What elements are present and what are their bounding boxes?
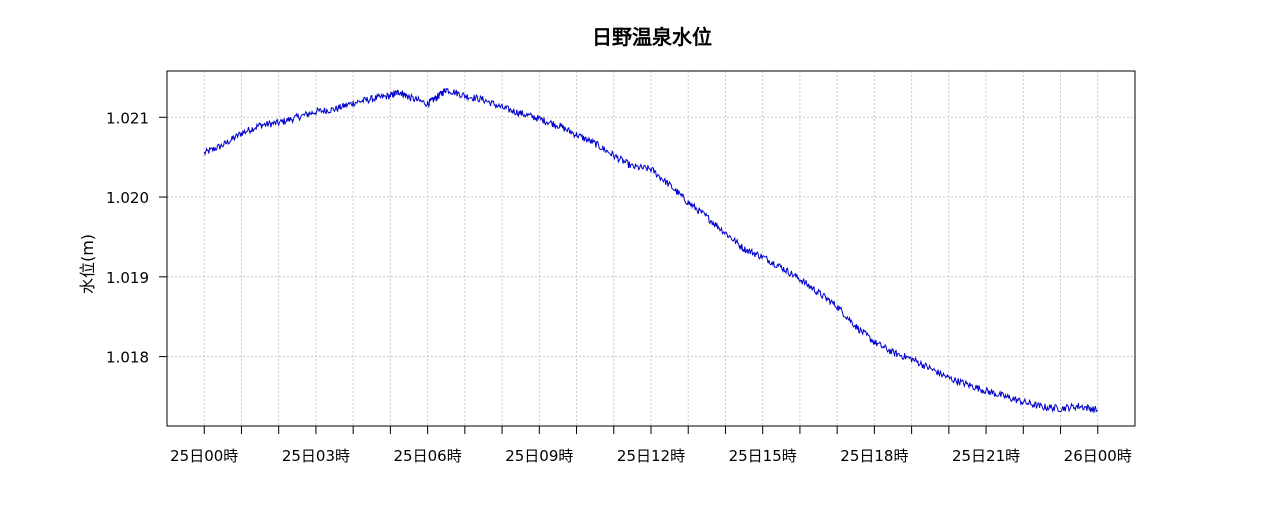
x-tick-label: 25日03時 bbox=[282, 447, 350, 465]
y-tick-label: 1.020 bbox=[106, 189, 149, 207]
x-tick-label: 25日12時 bbox=[617, 447, 685, 465]
series-line bbox=[203, 87, 1098, 414]
y-tick-label: 1.018 bbox=[106, 349, 149, 367]
x-tick-label: 25日09時 bbox=[505, 447, 573, 465]
series-layer bbox=[203, 87, 1098, 414]
grid-layer bbox=[167, 71, 1135, 426]
x-tick-label: 25日18時 bbox=[840, 447, 908, 465]
x-tick-label: 25日15時 bbox=[729, 447, 797, 465]
x-tick-label: 25日06時 bbox=[394, 447, 462, 465]
y-tick-label: 1.019 bbox=[106, 269, 149, 287]
x-tick-label: 25日21時 bbox=[952, 447, 1020, 465]
chart-title: 日野温泉水位 bbox=[592, 25, 712, 49]
y-axis-label: 水位(m) bbox=[78, 234, 97, 294]
axis-layer: 25日00時 25日03時 25日06時 25日09時 25日12時 25日15時 25日1… bbox=[106, 109, 1132, 465]
x-tick-label: 25日00時 bbox=[170, 447, 238, 465]
y-tick-label: 1.021 bbox=[106, 109, 149, 127]
x-tick-label: 26日00時 bbox=[1064, 447, 1132, 465]
